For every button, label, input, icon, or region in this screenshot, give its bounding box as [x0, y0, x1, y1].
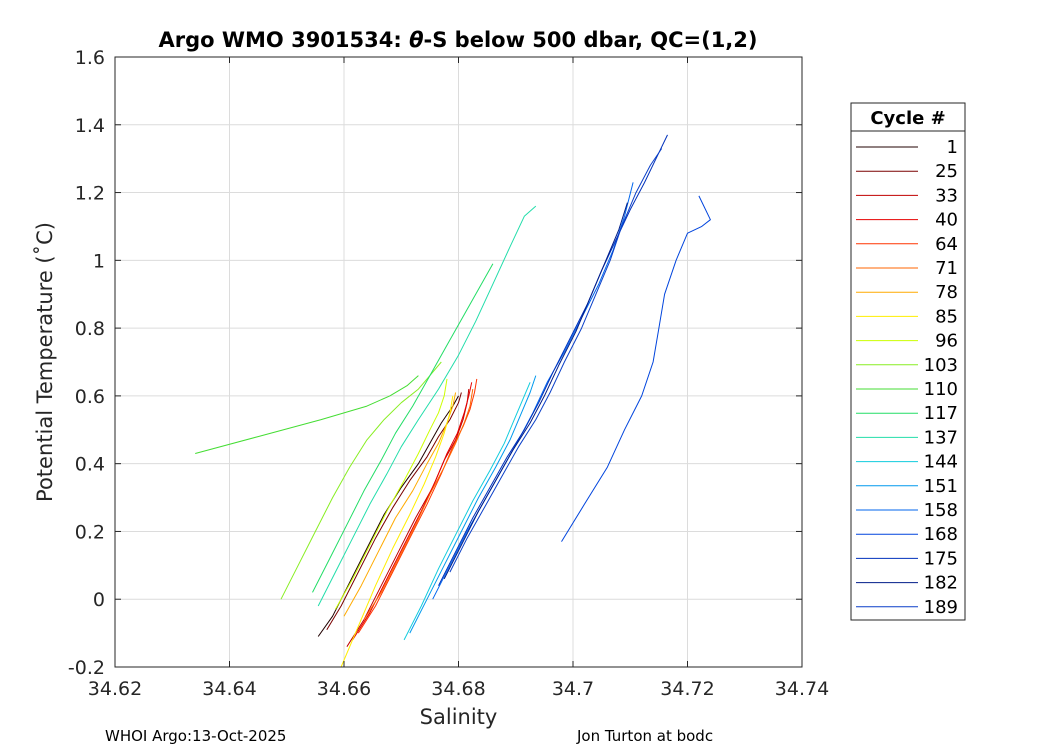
series-line-cycle-175 — [438, 134, 668, 586]
legend: Cycle # 1 25 33 40 64 71 78 85 96 103 110 117 137 144… — [850, 102, 966, 621]
x-tick-label: 34.72 — [660, 678, 714, 700]
x-tick-label: 34.66 — [317, 678, 371, 700]
legend-label-cycle-1: 1 — [947, 137, 958, 158]
legend-label-cycle-64: 64 — [935, 234, 958, 255]
legend-label-cycle-103: 103 — [924, 355, 958, 376]
y-tick-label: 0 — [93, 589, 105, 611]
y-tick-label: 1.6 — [75, 47, 105, 69]
legend-label-cycle-78: 78 — [935, 282, 958, 303]
legend-label-cycle-25: 25 — [935, 161, 958, 182]
y-tick-label: 0.4 — [75, 454, 105, 476]
legend-label-cycle-144: 144 — [924, 452, 958, 473]
legend-label-cycle-158: 158 — [924, 500, 958, 521]
legend-label-cycle-182: 182 — [924, 573, 958, 594]
legend-label-cycle-71: 71 — [935, 258, 958, 279]
series-line-cycle-64 — [357, 378, 478, 634]
series-layer — [195, 134, 711, 668]
x-tick-label: 34.64 — [202, 678, 256, 700]
series-line-cycle-40 — [352, 382, 473, 641]
y-tick-label: -0.2 — [68, 657, 105, 679]
y-tick-label: 0.2 — [75, 521, 105, 543]
legend-label-cycle-117: 117 — [924, 403, 958, 424]
series-line-cycle-151 — [409, 375, 537, 634]
legend-label-cycle-40: 40 — [935, 210, 958, 231]
legend-title: Cycle # — [870, 108, 945, 129]
series-line-cycle-182 — [443, 202, 628, 580]
y-tick-label: 1.4 — [75, 115, 105, 137]
y-tick-label: 1 — [93, 250, 105, 272]
series-line-cycle-25 — [326, 392, 462, 630]
footer-left: WHOI Argo:13-Oct-2025 — [105, 727, 286, 745]
legend-items: 1 25 33 40 64 71 78 85 96 103 110 117 137 144 151 158 16… — [856, 137, 958, 618]
x-tick-label: 34.74 — [775, 678, 829, 700]
series-line-cycle-158 — [432, 182, 634, 600]
legend-label-cycle-110: 110 — [924, 379, 958, 400]
series-line-cycle-96 — [334, 378, 448, 610]
y-tick-label: 0.6 — [75, 386, 105, 408]
legend-label-cycle-96: 96 — [935, 331, 958, 352]
legend-label-cycle-175: 175 — [924, 548, 958, 569]
legend-label-cycle-189: 189 — [924, 597, 958, 618]
ticks: 34.62 34.64 34.66 34.68 34.7 34.72 34.74 -0.2 0 0… — [68, 47, 829, 700]
x-tick-label: 34.7 — [552, 678, 594, 700]
series-line-cycle-85 — [340, 395, 454, 668]
x-tick-label: 34.68 — [431, 678, 485, 700]
legend-label-cycle-85: 85 — [935, 306, 958, 327]
series-line-cycle-71 — [363, 389, 474, 620]
y-axis-label: Potential Temperature (˚C) — [33, 222, 57, 502]
chart-title: Argo WMO 3901534: θ-S below 500 dbar, QC… — [158, 28, 757, 52]
legend-label-cycle-168: 168 — [924, 524, 958, 545]
series-line-cycle-189 — [449, 148, 663, 573]
x-tick-label: 34.62 — [88, 678, 142, 700]
y-tick-label: 0.8 — [75, 318, 105, 340]
legend-label-cycle-33: 33 — [935, 185, 958, 206]
grid — [115, 57, 802, 667]
legend-label-cycle-137: 137 — [924, 427, 958, 448]
series-line-cycle-168 — [561, 195, 711, 542]
series-line-cycle-103 — [280, 361, 442, 600]
series-line-cycle-144 — [403, 382, 531, 641]
series-line-cycle-117 — [312, 263, 494, 593]
y-tick-label: 1.2 — [75, 183, 105, 205]
legend-label-cycle-151: 151 — [924, 476, 958, 497]
x-axis-label: Salinity — [420, 705, 498, 729]
series-line-cycle-137 — [317, 205, 537, 607]
series-line-cycle-110 — [195, 375, 419, 454]
footer-right: Jon Turton at bodc — [576, 727, 713, 745]
